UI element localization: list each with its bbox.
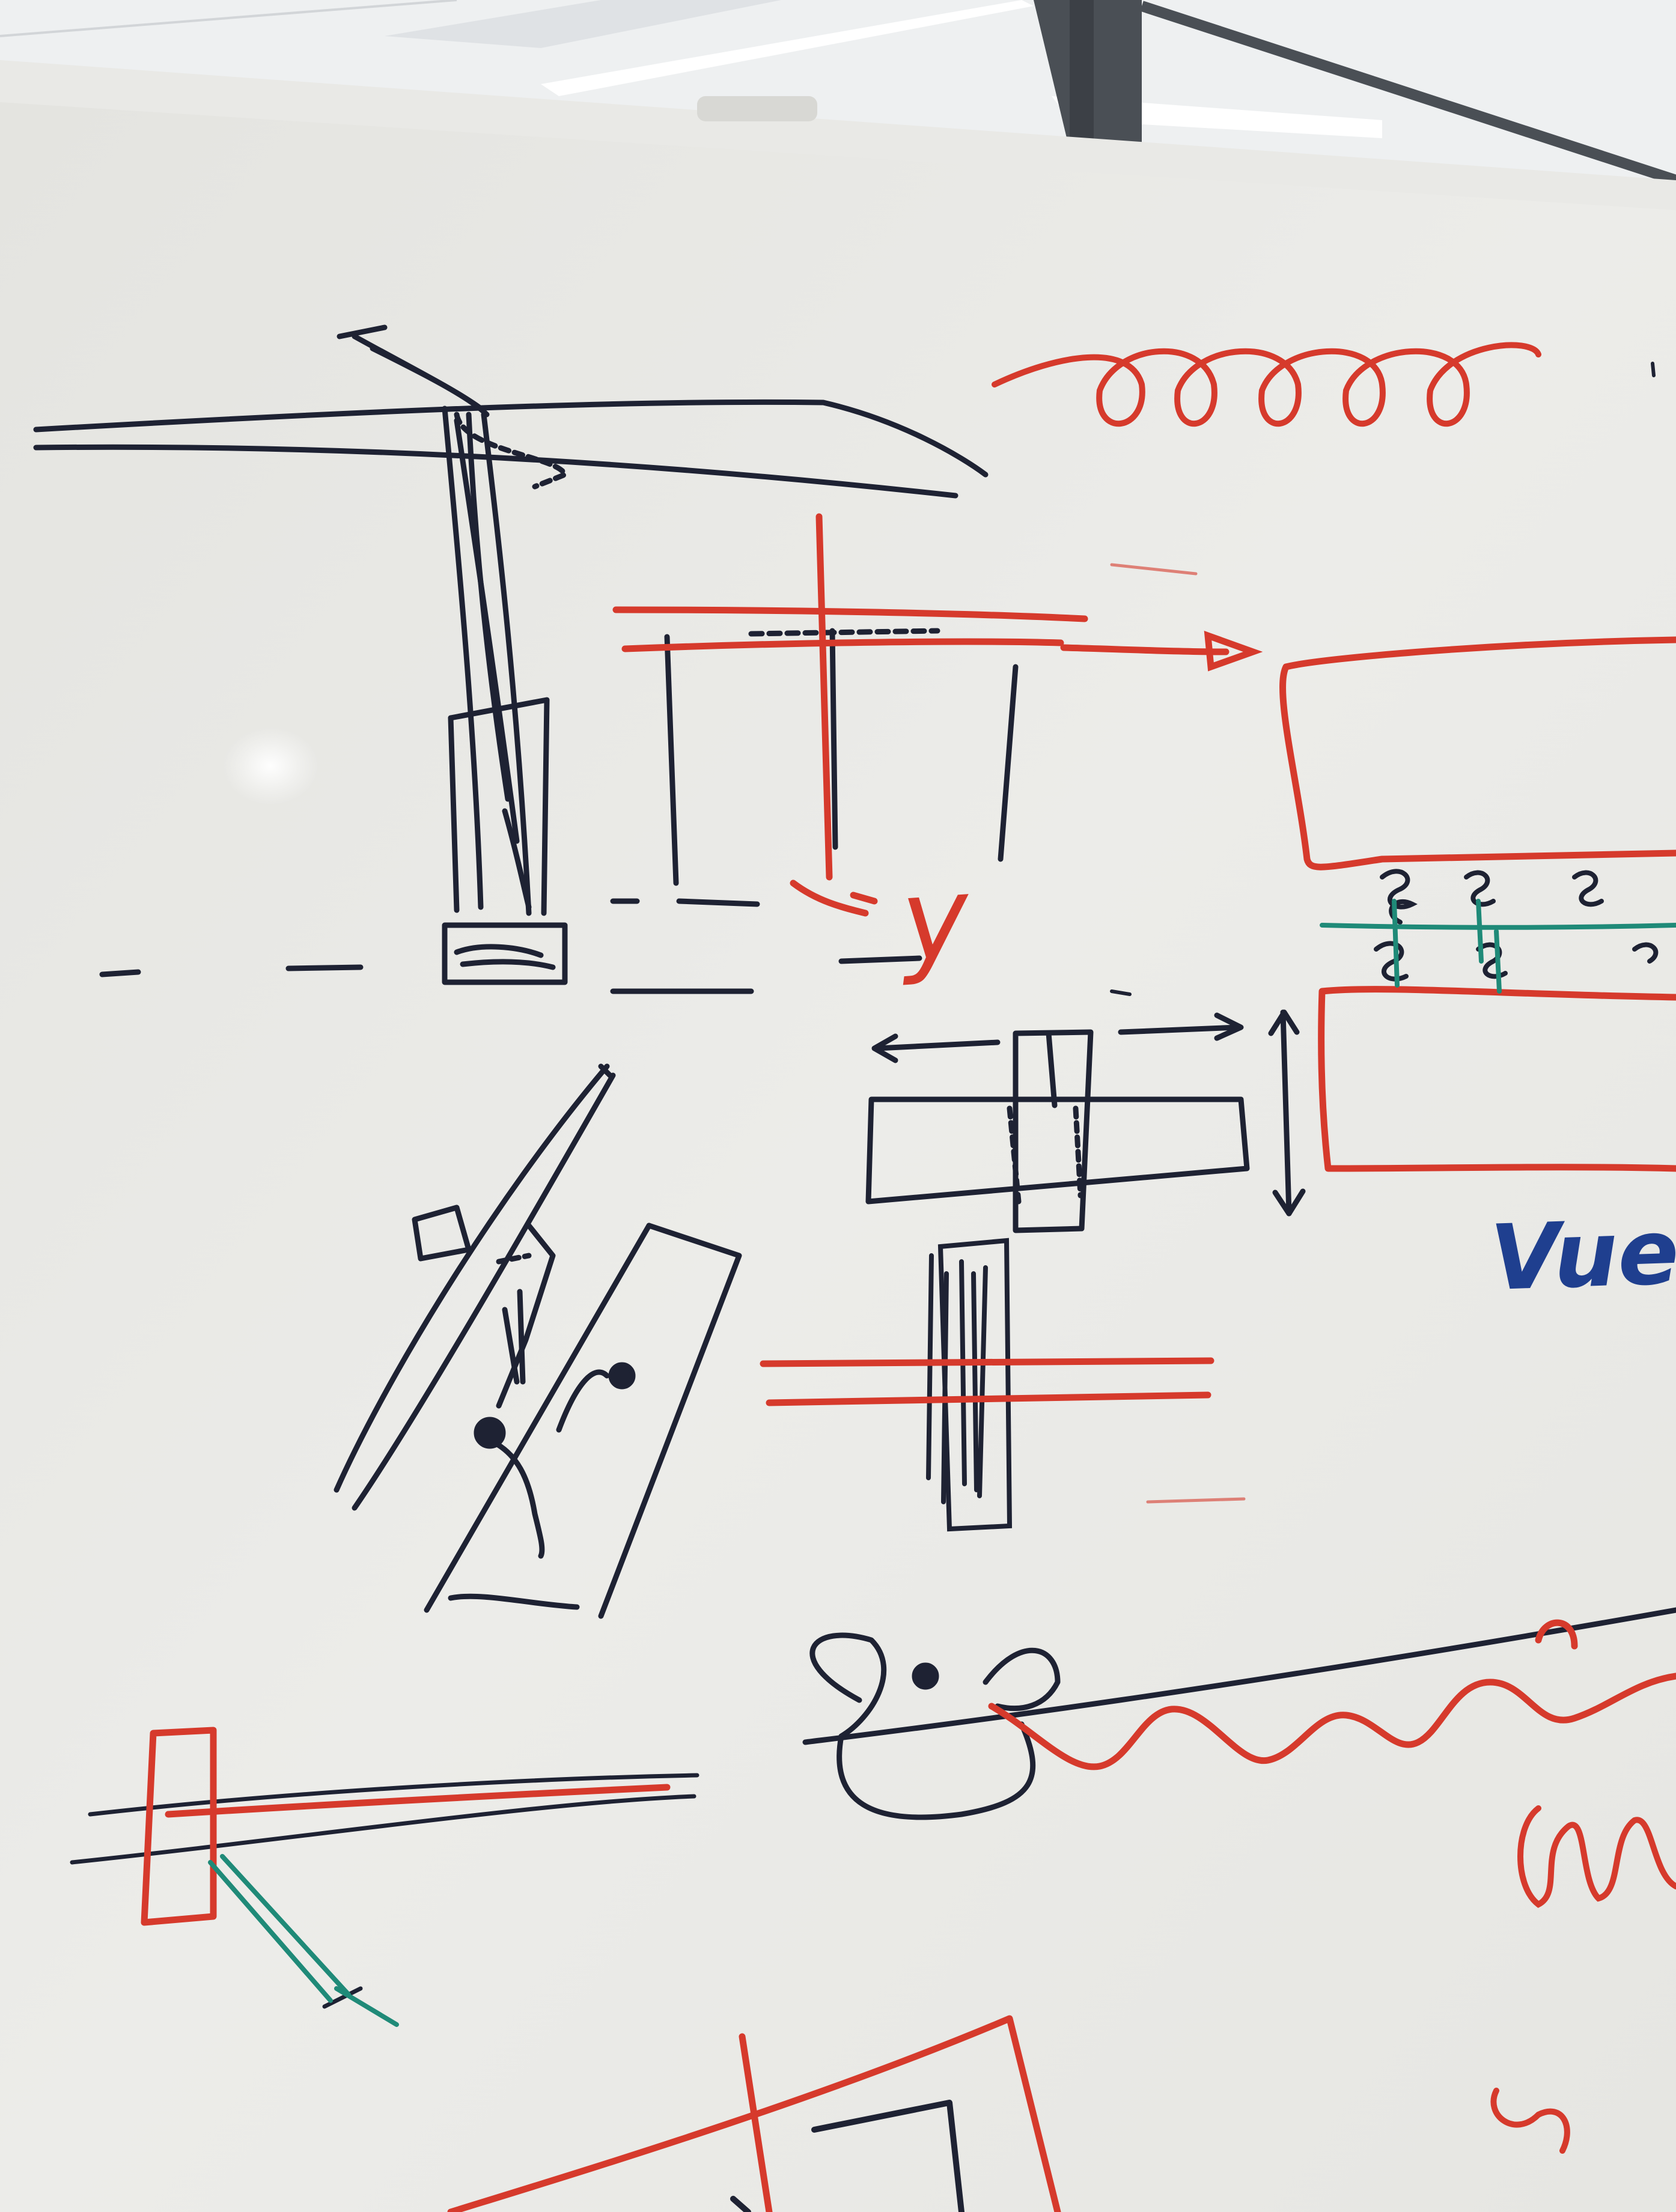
red-bracket [141, 1727, 671, 1926]
red-bottom-panel [447, 2015, 1061, 2212]
window-frame [1034, 0, 1676, 186]
black-bottom-box [730, 2100, 964, 2212]
red-rails [760, 1357, 1214, 1406]
y-axis-label: y [897, 851, 974, 988]
diagonal-wing-sketch [334, 1063, 616, 1511]
post-with-rails-sketch [926, 1238, 1013, 1532]
red-spring-coil [992, 342, 1541, 427]
frame-posts [610, 628, 1019, 994]
cross-sketch [865, 1009, 1306, 1233]
mast-sketch [99, 406, 640, 985]
stray-marks [1110, 362, 1656, 996]
red-small-coils [1490, 1805, 1676, 2154]
vue-label: Vue d [1489, 1197, 1676, 1311]
teal-sketches [208, 899, 1676, 2027]
marker-tray [697, 96, 817, 121]
board-frame [0, 60, 1676, 216]
board-surface [0, 102, 1676, 2212]
red-boxes [1279, 636, 1676, 1172]
bracket-line-sketch [70, 1773, 699, 2009]
red-wave-line [988, 1619, 1676, 1770]
red-crosshair [612, 513, 1263, 917]
stray-red-marks [1110, 563, 1246, 1504]
loop-knot-sketch [802, 1607, 1676, 1820]
tilted-panel-sketch [424, 1223, 742, 1619]
light-glare [222, 727, 318, 805]
